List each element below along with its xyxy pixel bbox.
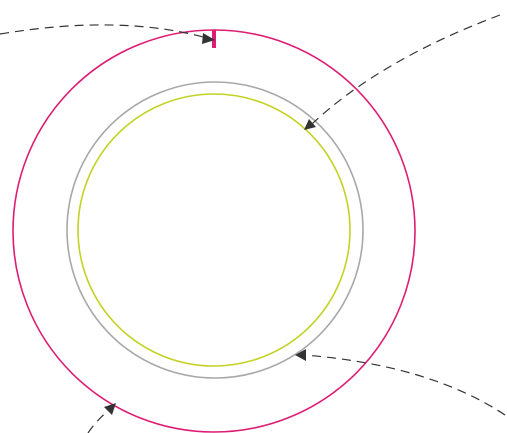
callouts-group: [0, 14, 506, 433]
callout-bottom-left-arrowhead: [104, 403, 116, 415]
callout-top-left-leader: [0, 24, 208, 39]
outer-ring: [12, 29, 416, 433]
callout-bottom-left-leader: [87, 409, 110, 433]
top-position-marker: [212, 30, 216, 48]
callout-bottom-left: [87, 403, 116, 433]
callout-top-right: [304, 14, 501, 130]
rings-group: [12, 29, 416, 433]
callout-bottom-right-leader: [303, 354, 506, 416]
callout-top-right-leader: [311, 14, 501, 125]
callout-top-right-arrowhead: [304, 119, 316, 130]
callout-bottom-right-arrowhead: [295, 349, 306, 361]
middle-ring: [66, 81, 364, 379]
callout-top-left: [0, 24, 215, 44]
callout-top-left-arrowhead: [202, 33, 215, 44]
callout-bottom-right: [295, 349, 506, 416]
inner-ring: [77, 93, 351, 367]
